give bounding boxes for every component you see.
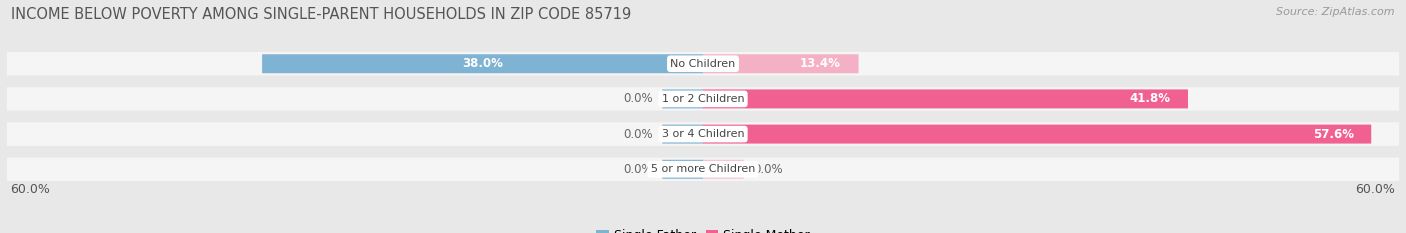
- Text: 57.6%: 57.6%: [1313, 128, 1354, 140]
- Text: 60.0%: 60.0%: [10, 183, 51, 196]
- Text: 3 or 4 Children: 3 or 4 Children: [662, 129, 744, 139]
- FancyBboxPatch shape: [7, 52, 1399, 75]
- Text: 0.0%: 0.0%: [623, 163, 654, 176]
- Text: 0.0%: 0.0%: [623, 93, 654, 105]
- Text: 5 or more Children: 5 or more Children: [651, 164, 755, 174]
- Text: Source: ZipAtlas.com: Source: ZipAtlas.com: [1277, 7, 1395, 17]
- FancyBboxPatch shape: [662, 125, 703, 144]
- FancyBboxPatch shape: [662, 160, 703, 179]
- Text: 1 or 2 Children: 1 or 2 Children: [662, 94, 744, 104]
- FancyBboxPatch shape: [703, 89, 1188, 108]
- FancyBboxPatch shape: [7, 158, 1399, 181]
- FancyBboxPatch shape: [7, 122, 1399, 146]
- Text: INCOME BELOW POVERTY AMONG SINGLE-PARENT HOUSEHOLDS IN ZIP CODE 85719: INCOME BELOW POVERTY AMONG SINGLE-PARENT…: [11, 7, 631, 22]
- FancyBboxPatch shape: [662, 89, 703, 108]
- Text: 41.8%: 41.8%: [1129, 93, 1170, 105]
- FancyBboxPatch shape: [7, 87, 1399, 111]
- Text: 0.0%: 0.0%: [623, 128, 654, 140]
- Text: 60.0%: 60.0%: [1355, 183, 1396, 196]
- Text: 13.4%: 13.4%: [800, 57, 841, 70]
- Text: 0.0%: 0.0%: [752, 163, 783, 176]
- FancyBboxPatch shape: [262, 54, 703, 73]
- Text: No Children: No Children: [671, 59, 735, 69]
- FancyBboxPatch shape: [703, 54, 859, 73]
- Text: 38.0%: 38.0%: [463, 57, 503, 70]
- Legend: Single Father, Single Mother: Single Father, Single Mother: [591, 224, 815, 233]
- FancyBboxPatch shape: [703, 125, 1371, 144]
- FancyBboxPatch shape: [703, 160, 744, 179]
